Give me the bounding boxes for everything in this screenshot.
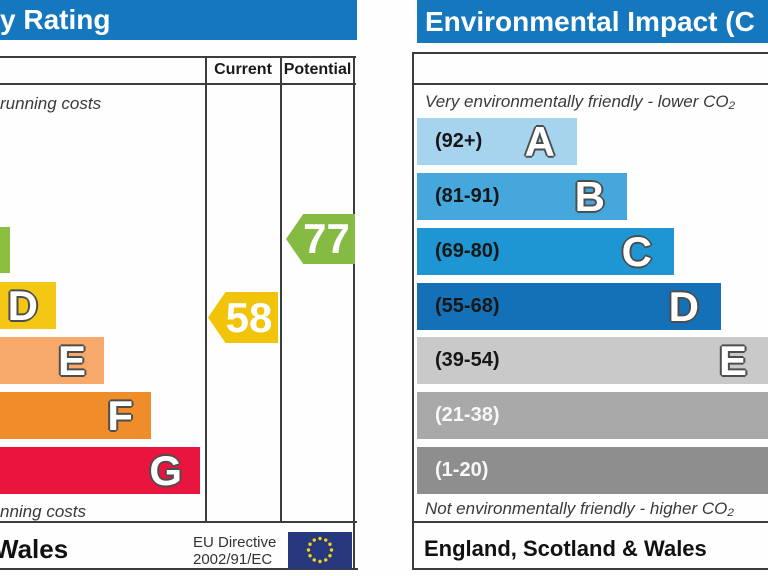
right-table-top-border <box>412 52 768 54</box>
band-letter: D <box>7 281 38 329</box>
eu-directive-line1: EU Directive <box>193 534 277 551</box>
band-range-label: (1-20) <box>435 459 489 481</box>
energy-band-d: D <box>0 282 56 329</box>
band-letter: F <box>107 391 133 439</box>
band-letter: A <box>524 117 555 165</box>
co2-band-d: (55-68) D <box>417 283 721 330</box>
eu-flag-icon <box>288 532 352 569</box>
right-table-left-border <box>412 52 414 570</box>
energy-caption-bottom: nning costs <box>0 502 86 521</box>
environmental-impact-title: Environmental Impact (C <box>425 5 755 37</box>
energy-band-e: E <box>0 337 104 384</box>
left-footer-region: Wales <box>0 534 69 564</box>
band-letter: B <box>574 172 605 220</box>
band-letter: E <box>718 336 747 384</box>
left-footer-top-border <box>0 521 357 523</box>
band-letter: D <box>668 282 699 330</box>
potential-column-border <box>280 56 282 523</box>
co2-band-a: (92+) A <box>417 118 577 165</box>
co2-band-b: (81-91) B <box>417 173 627 220</box>
environmental-impact-header-bar: Environmental Impact (C <box>417 0 768 43</box>
band-letter: G <box>149 446 182 494</box>
right-table-header-border <box>412 83 768 85</box>
energy-rating-title: y Rating <box>0 4 111 35</box>
energy-band-c <box>0 227 10 273</box>
co2-caption-top: Very environmentally friendly - lower CO… <box>425 92 736 111</box>
co2-band-f: (21-38) F <box>417 392 768 439</box>
right-footer-top-border <box>412 521 768 523</box>
energy-band-g: G <box>0 447 200 494</box>
eu-directive-line2: 2002/91/EC <box>193 551 273 569</box>
band-range-label: (69-80) <box>435 240 500 262</box>
current-column-header: Current <box>214 61 272 78</box>
co2-band-e: (39-54) E <box>417 337 768 384</box>
band-range-label: (92+) <box>435 130 483 152</box>
potential-rating-value: 77 <box>303 215 350 262</box>
left-table-right-border <box>353 56 355 570</box>
current-column-border <box>205 56 207 523</box>
co2-band-g: (1-20) G <box>417 447 768 494</box>
band-range-label: (39-54) <box>435 349 500 371</box>
eu-directive-label: EU Directive 2002/91/EC <box>193 534 276 569</box>
energy-rating-header-bar: y Rating <box>0 0 357 40</box>
left-footer-bottom-border <box>0 568 358 570</box>
right-footer-bottom-border <box>412 568 768 570</box>
left-table-header-border <box>0 83 356 85</box>
energy-caption-top: running costs <box>0 94 102 113</box>
current-rating-value: 58 <box>225 293 273 341</box>
potential-rating-arrow: 77 <box>286 214 355 264</box>
potential-column-header: Potential <box>283 61 352 78</box>
co2-band-c: (69-80) C <box>417 228 674 275</box>
band-letter: E <box>57 336 86 384</box>
current-rating-arrow: 58 <box>208 292 278 343</box>
band-range-label: (21-38) <box>435 404 500 426</box>
band-letter: C <box>621 227 652 275</box>
band-range-label: (81-91) <box>435 185 500 207</box>
left-table-top-border <box>0 56 356 58</box>
band-range-label: (55-68) <box>435 295 500 317</box>
right-footer-region: England, Scotland & Wales <box>424 536 707 561</box>
co2-caption-bottom: Not environmentally friendly - higher CO… <box>425 499 734 518</box>
energy-band-f: F <box>0 392 151 439</box>
